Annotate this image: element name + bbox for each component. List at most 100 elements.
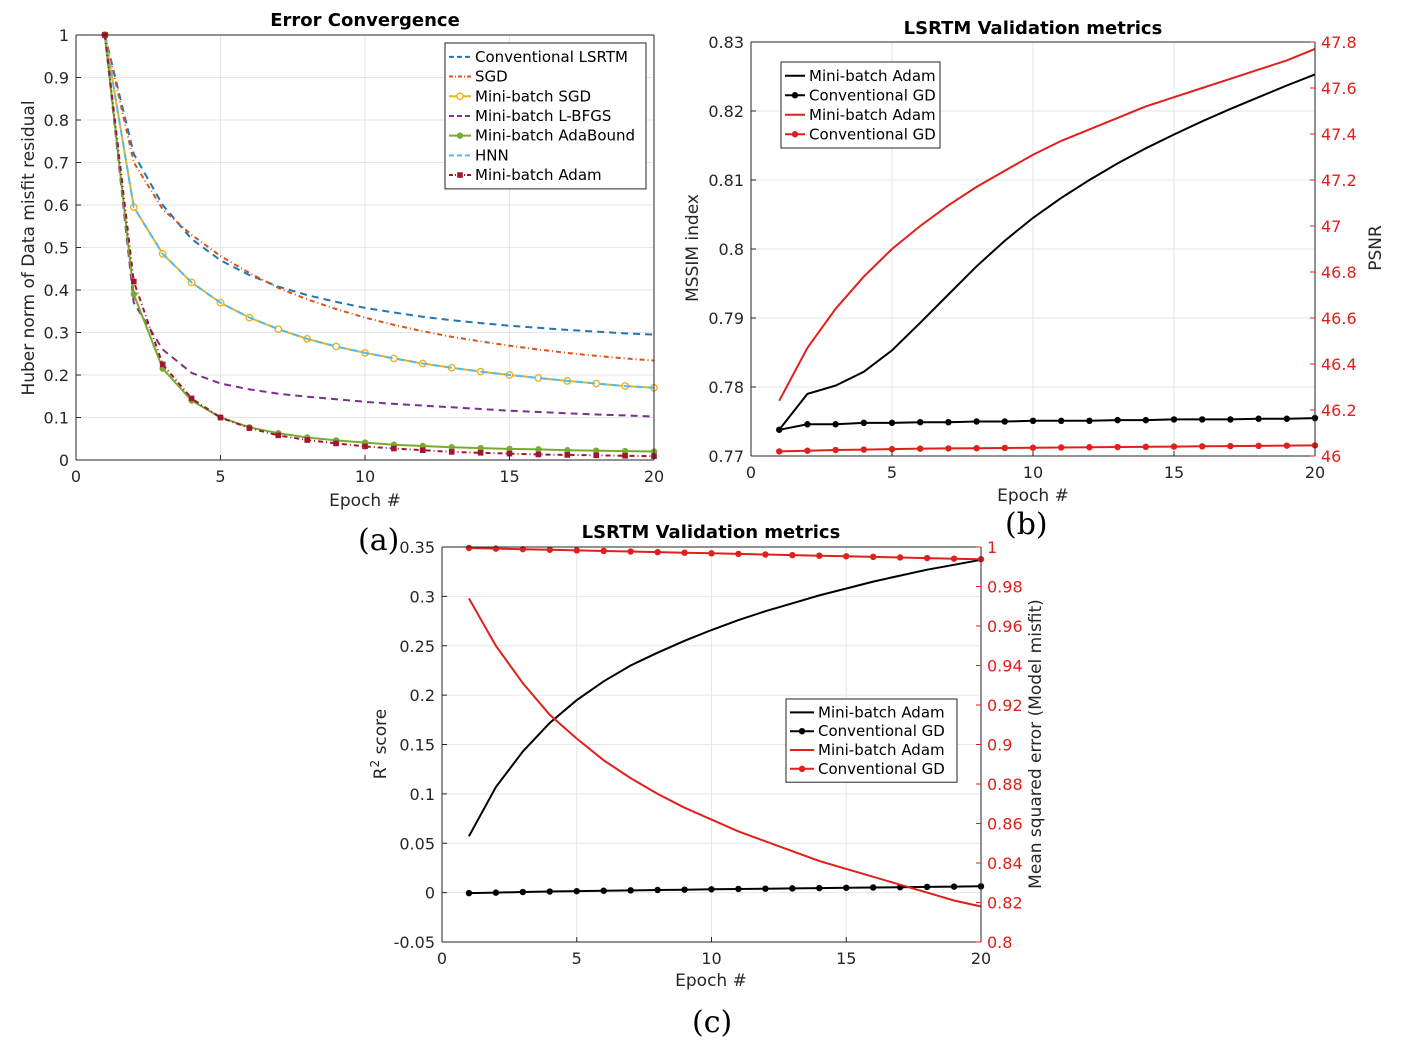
- x-tick-label: 10: [701, 949, 721, 968]
- legend-item: Mini-batch L-BFGS: [449, 107, 611, 125]
- legend-marker: [798, 765, 806, 772]
- y-right-tick-label: 0.9: [987, 736, 1012, 755]
- series-conventional-gd: [776, 442, 1319, 455]
- data-point: [789, 885, 796, 892]
- data-point: [246, 425, 253, 431]
- data-point: [333, 440, 339, 447]
- legend-item: Mini-batch Adam: [785, 106, 936, 124]
- data-point: [762, 885, 769, 892]
- y-tick-label: 0.1: [410, 785, 435, 804]
- data-point: [477, 449, 484, 456]
- y-tick-label: 0.82: [708, 102, 744, 121]
- legend-label: Conventional GD: [809, 125, 936, 143]
- y-right-tick-label: 46.8: [1321, 263, 1357, 282]
- data-point: [600, 887, 607, 894]
- y-axis-label: MSSIM index: [683, 194, 703, 302]
- series-mini-batch-adam: [468, 597, 982, 908]
- data-point: [973, 418, 980, 425]
- data-point: [860, 419, 867, 427]
- y-tick-label: 0.3: [44, 324, 69, 343]
- data-point: [1001, 418, 1008, 425]
- data-point: [681, 886, 688, 893]
- data-point: [923, 883, 931, 891]
- data-point: [870, 553, 877, 561]
- y-right-tick-label: 0.86: [987, 815, 1023, 834]
- data-point: [217, 414, 224, 421]
- data-point: [1283, 415, 1291, 422]
- data-point: [896, 554, 904, 561]
- legend-marker: [456, 132, 464, 139]
- data-point: [159, 361, 166, 368]
- x-tick-label: 15: [836, 949, 856, 968]
- series-line: [103, 34, 655, 336]
- data-point: [627, 887, 634, 894]
- data-point: [621, 447, 629, 455]
- data-point: [1086, 444, 1093, 451]
- x-tick-label: 5: [887, 463, 897, 482]
- y-tick-label: 0.77: [708, 447, 744, 466]
- data-point: [573, 887, 580, 895]
- y-axis-right-label: Mean squared error (Model misfit): [1026, 599, 1046, 889]
- y-right-tick-label: 46: [1321, 447, 1341, 466]
- data-point: [654, 886, 661, 894]
- series-line: [103, 34, 655, 458]
- data-point: [1142, 443, 1150, 450]
- legend-marker: [456, 92, 464, 101]
- x-tick-label: 0: [746, 463, 756, 482]
- data-point: [1114, 416, 1121, 424]
- series-line: [103, 34, 655, 418]
- legend-label: Mini-batch SGD: [475, 87, 591, 105]
- y-right-tick-label: 0.82: [987, 894, 1023, 913]
- y-tick-label: 0.9: [44, 69, 69, 88]
- data-point: [535, 451, 542, 458]
- y-right-tick-label: 47: [1321, 217, 1341, 236]
- y-tick-label: 0.78: [708, 378, 744, 397]
- data-point: [1227, 442, 1234, 450]
- series-conventional-lsrtm: [103, 34, 655, 336]
- y-right-tick-label: 47.6: [1321, 79, 1357, 98]
- data-point: [804, 447, 811, 454]
- y-right-tick-label: 0.8: [987, 933, 1012, 952]
- data-point: [735, 550, 742, 558]
- legend-marker: [791, 92, 799, 99]
- data-point: [1199, 443, 1206, 450]
- legend-item: Mini-batch SGD: [449, 87, 591, 105]
- data-point: [1029, 417, 1037, 425]
- y-tick-label: 0.1: [44, 409, 69, 428]
- series-line: [103, 34, 655, 453]
- data-point: [465, 544, 473, 552]
- legend-marker: [457, 172, 463, 178]
- data-point: [1058, 417, 1065, 425]
- series-conventional-gd: [776, 414, 1319, 433]
- data-point: [546, 888, 553, 895]
- series-mini-batch-adam: [778, 47, 1316, 402]
- y-right-tick-label: 0.94: [987, 657, 1023, 676]
- x-tick-label: 10: [1023, 463, 1043, 482]
- series-mini-batch-adam: [778, 73, 1316, 431]
- data-point: [362, 443, 368, 450]
- y-right-tick-label: 0.98: [987, 578, 1023, 597]
- y-right-tick-label: 46.6: [1321, 309, 1357, 328]
- legend-box: [444, 42, 647, 190]
- data-point: [843, 884, 850, 891]
- x-tick-label: 20: [1305, 463, 1325, 482]
- y-right-tick-label: 47.4: [1321, 125, 1357, 144]
- data-point: [304, 437, 310, 443]
- data-point: [804, 421, 811, 428]
- legend-label: Mini-batch L-BFGS: [475, 107, 611, 125]
- data-point: [1086, 417, 1093, 425]
- data-point: [888, 445, 896, 453]
- data-point: [708, 886, 715, 893]
- legend-item: Mini-batch Adam: [785, 67, 936, 85]
- data-point: [888, 419, 896, 427]
- data-point: [593, 447, 600, 454]
- y-tick-label: 0.35: [399, 538, 435, 557]
- data-point: [832, 446, 839, 454]
- data-point: [923, 554, 931, 562]
- legend-item: Mini-batch AdaBound: [449, 127, 635, 145]
- legend-item: HNN: [449, 146, 509, 164]
- series-hnn: [103, 34, 655, 389]
- y-right-tick-label: 0.96: [987, 617, 1023, 636]
- y-tick-label: 0.4: [44, 281, 69, 300]
